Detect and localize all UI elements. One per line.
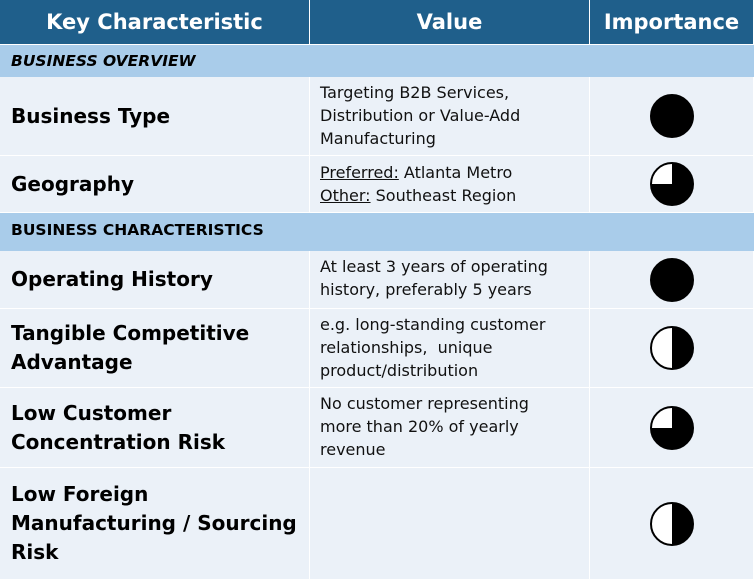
section-title: BUSINESS CHARACTERISTICS [11, 221, 264, 239]
importance-cell [590, 156, 754, 213]
table-row: Low Customer Concentration Risk No custo… [0, 388, 754, 468]
row-value: e.g. long-standing customer relationship… [310, 309, 590, 388]
key-line: Advantage [11, 350, 133, 374]
table-row: Geography Preferred: Atlanta Metro Other… [0, 156, 754, 213]
importance-cell [590, 388, 754, 468]
value-line: product/distribution [320, 361, 479, 380]
harvey-ball-fill [671, 502, 693, 545]
section-title: BUSINESS OVERVIEW [11, 52, 196, 70]
value-line: history, preferably 5 years [320, 280, 532, 299]
row-value: Preferred: Atlanta Metro Other: Southeas… [310, 156, 590, 213]
harvey-ball-fill [671, 327, 693, 369]
value-line: At least 3 years of operating [320, 257, 548, 276]
value-line: more than 20% of yearly [320, 417, 519, 436]
value-line: Targeting B2B Services, [320, 83, 510, 102]
table-row: Operating History At least 3 years of op… [0, 251, 754, 309]
key-line: Risk [11, 540, 59, 564]
key-line: Manufacturing / Sourcing [11, 511, 297, 535]
value-line: Preferred: Atlanta Metro [320, 161, 589, 184]
value-text: Atlanta Metro [398, 163, 513, 182]
row-key: Tangible Competitive Advantage [0, 309, 310, 388]
harvey-ball-fill [650, 163, 693, 205]
row-key: Operating History [0, 251, 310, 309]
value-line: Other: Southeast Region [320, 184, 589, 207]
row-key: Low Customer Concentration Risk [0, 388, 310, 468]
table-header: Key Characteristic Value Importance [0, 0, 754, 45]
value-line: No customer representing [320, 394, 529, 413]
value-line: Manufacturing [320, 129, 436, 148]
section-business-overview: BUSINESS OVERVIEW [0, 45, 754, 77]
harvey-ball-icon [649, 326, 694, 370]
importance-cell [590, 309, 754, 388]
value-line: e.g. long-standing customer [320, 315, 546, 334]
harvey-ball-fill [650, 258, 693, 301]
row-key: Business Type [0, 77, 310, 156]
harvey-ball-icon [649, 501, 694, 546]
harvey-ball-icon [649, 94, 694, 138]
table-row: Tangible Competitive Advantage e.g. long… [0, 309, 754, 388]
table-row: Business Type Targeting B2B Services, Di… [0, 77, 754, 156]
value-label: Other: [320, 186, 371, 205]
importance-cell [590, 251, 754, 309]
value-line: relationships, unique [320, 338, 493, 357]
key-line: Low Foreign [11, 482, 149, 506]
harvey-ball-fill [650, 406, 693, 449]
row-value: Targeting B2B Services, Distribution or … [310, 77, 590, 156]
row-value: At least 3 years of operating history, p… [310, 251, 590, 309]
importance-cell [590, 468, 754, 580]
section-business-characteristics: BUSINESS CHARACTERISTICS [0, 213, 754, 251]
table-row: Low Foreign Manufacturing / Sourcing Ris… [0, 468, 754, 580]
value-line: Distribution or Value-Add [320, 106, 521, 125]
value-label: Preferred: [320, 163, 399, 182]
key-line: Low Customer [11, 400, 172, 425]
key-line: Concentration Risk [11, 429, 226, 454]
harvey-ball-icon [649, 405, 694, 450]
header-key-characteristic: Key Characteristic [0, 0, 310, 45]
header-value: Value [310, 0, 590, 45]
header-importance: Importance [590, 0, 754, 45]
importance-cell [590, 77, 754, 156]
harvey-ball-icon [649, 257, 694, 302]
row-key: Geography [0, 156, 310, 213]
value-line: revenue [320, 440, 386, 459]
value-text: Southeast Region [370, 186, 517, 205]
key-line: Tangible Competitive [11, 321, 250, 345]
harvey-ball-icon [649, 162, 694, 206]
row-value: No customer representing more than 20% o… [310, 388, 590, 468]
row-key: Low Foreign Manufacturing / Sourcing Ris… [0, 468, 310, 580]
harvey-ball-fill [650, 95, 693, 137]
row-value [310, 468, 590, 580]
